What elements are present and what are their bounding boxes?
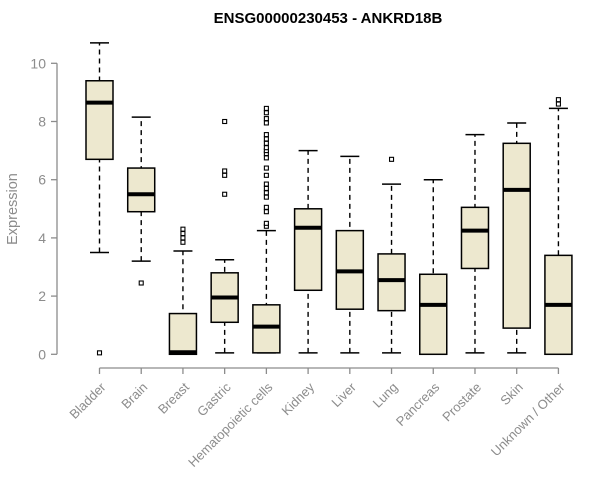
outlier-point — [222, 168, 228, 174]
outlier-point — [263, 110, 269, 116]
x-tick-label: Prostate — [439, 380, 484, 425]
x-tick-label: Brain — [118, 380, 150, 412]
x-tick-label: Liver — [328, 379, 359, 410]
outlier-point — [263, 140, 269, 146]
box — [293, 208, 323, 292]
box — [502, 142, 531, 329]
x-tick-label: Gastric — [194, 379, 234, 419]
outlier-point — [263, 136, 269, 142]
box-group-breast — [168, 226, 198, 356]
outlier-point — [555, 97, 561, 103]
outlier-point — [263, 181, 269, 187]
box-group-prostate — [460, 133, 490, 354]
box — [377, 253, 406, 312]
x-tick-label: Pancreas — [393, 379, 443, 429]
outlier-point — [96, 350, 103, 356]
outlier-point — [222, 172, 228, 178]
outlier-point — [180, 235, 186, 241]
y-tick-label: 4 — [38, 230, 46, 246]
box — [460, 206, 490, 270]
outlier-point — [263, 220, 269, 226]
outlier-point — [180, 226, 186, 232]
outlier-point — [138, 280, 144, 286]
outlier-point — [180, 239, 186, 245]
outlier-point — [263, 105, 269, 111]
x-tick-label: Unknown / Other — [488, 379, 568, 459]
x-tick-label: Kidney — [279, 379, 318, 418]
outlier-point — [263, 190, 269, 196]
box — [126, 167, 156, 213]
outlier-point — [263, 116, 269, 122]
box — [252, 304, 281, 354]
x-tick-label: Bladder — [66, 379, 109, 422]
box-group-liver — [335, 155, 365, 354]
box-group-kidney — [293, 149, 323, 354]
x-tick-label: Skin — [497, 380, 525, 408]
box-group-gastric — [210, 118, 239, 354]
box-group-skin — [502, 122, 531, 354]
y-tick-label: 2 — [38, 288, 46, 304]
y-axis-title: Expression — [5, 173, 21, 245]
box-group-pancreas — [419, 178, 448, 356]
outlier-point — [263, 165, 269, 171]
box-group-hematopoietic-cells — [252, 105, 281, 354]
box-group-brain — [126, 116, 156, 286]
outlier-point — [263, 172, 269, 178]
outlier-point — [263, 194, 269, 200]
y-tick-label: 6 — [38, 172, 46, 188]
y-tick-label: 0 — [38, 346, 46, 362]
outlier-point — [222, 191, 228, 197]
outlier-point — [263, 132, 269, 138]
box — [419, 273, 448, 356]
box-group-bladder — [85, 42, 114, 356]
outlier-point — [263, 155, 269, 161]
box-group-lung — [377, 156, 406, 354]
outlier-point — [263, 145, 269, 151]
box-group-unknown-other — [544, 97, 573, 356]
y-tick-label: 10 — [30, 55, 46, 71]
box — [168, 312, 198, 356]
outlier-point — [263, 120, 269, 126]
x-tick-label: Breast — [155, 379, 192, 416]
outlier-point — [263, 204, 269, 210]
outlier-point — [555, 101, 561, 107]
outlier-point — [222, 118, 228, 125]
outlier-point — [263, 185, 269, 191]
y-tick-label: 8 — [38, 114, 46, 130]
outlier-point — [180, 230, 186, 237]
chart-title: ENSG00000230453 - ANKRD18B — [214, 10, 443, 27]
box — [85, 80, 114, 161]
x-tick-label: Lung — [370, 380, 401, 411]
outlier-point — [388, 156, 395, 162]
outlier-point — [263, 209, 269, 215]
